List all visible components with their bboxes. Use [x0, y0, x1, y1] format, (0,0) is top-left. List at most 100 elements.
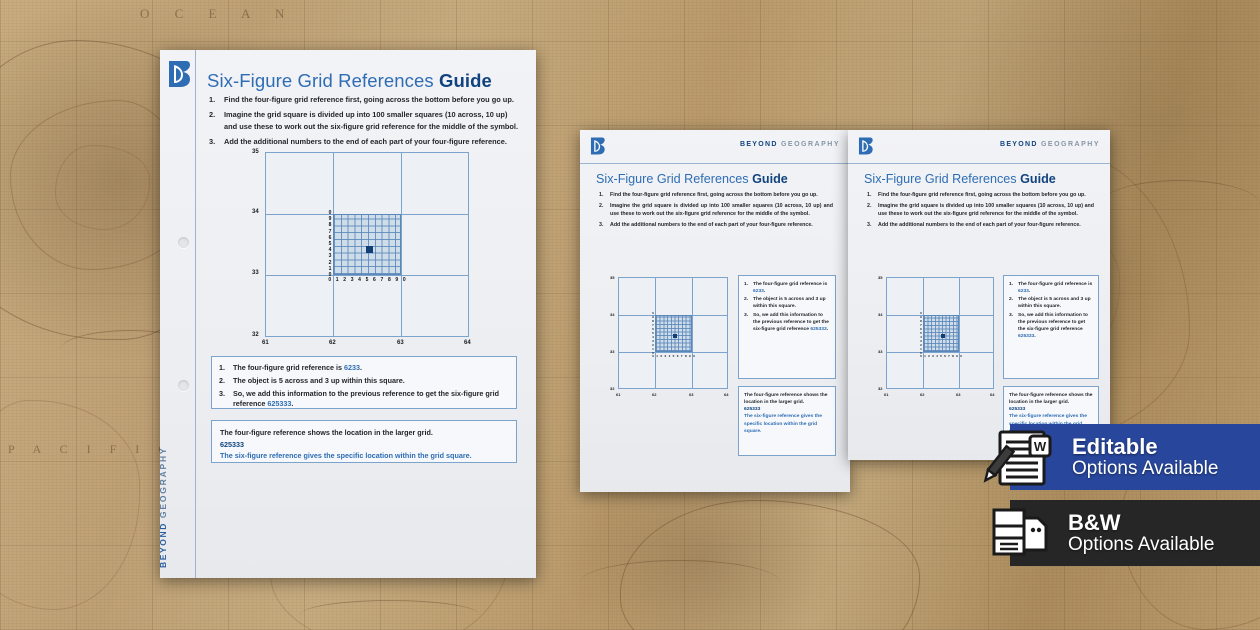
sub-tick: 7 — [380, 277, 384, 283]
summary-line-1: The four-figure reference shows the loca… — [220, 428, 433, 437]
answer-list: The four-figure grid reference is 6233. … — [743, 281, 830, 333]
editable-badge[interactable]: W Editable Options Available — [983, 424, 1260, 490]
sub-tick: 3 — [932, 354, 934, 358]
grid-reference-diagram: 0 1 2 3 4 5 6 7 8 9 0 0 1 2 3 4 5 6 — [207, 148, 517, 348]
sub-tick: 9 — [956, 354, 958, 358]
beyond-logo-icon — [857, 136, 874, 156]
worksheet-page-right-2[interactable]: BEYOND GEOGRAPHY Six-Figure Grid Referen… — [848, 130, 1110, 460]
answer-punct: . — [1028, 289, 1031, 295]
beyond-logo-svg — [590, 137, 605, 155]
page-title: Six-Figure Grid References Guide — [207, 70, 492, 92]
sub-grid-100-squares — [333, 214, 401, 275]
six-figure-ref: 625333 — [1018, 334, 1035, 340]
brand-name: BEYOND — [739, 141, 778, 148]
answer-text: The object is 5 across and 3 up within t… — [753, 297, 826, 310]
sub-tick: 9 — [652, 315, 654, 319]
x-axis-tick: 64 — [464, 340, 471, 346]
sub-tick: 8 — [652, 319, 654, 323]
printer-icon-svg — [992, 508, 1048, 556]
grid-outer-frame: 0 1 2 3 4 5 6 7 8 9 0 0 1 2 3 4 5 6 7 — [618, 277, 728, 389]
sub-tick: 4 — [936, 354, 938, 358]
worksheet-page-large[interactable]: Six-Figure Grid References Guide Find th… — [158, 50, 536, 578]
sub-tick: 4 — [358, 277, 361, 283]
summary-box: The four-figure reference shows the loca… — [738, 386, 836, 456]
map-label-ocean: O C E A N — [140, 6, 296, 21]
instruction-item: Add the additional numbers to the end of… — [209, 136, 507, 148]
sub-grid-x-ticks: 0 1 2 3 4 5 6 7 8 9 0 — [326, 276, 408, 284]
sub-tick: 0 — [920, 354, 922, 358]
sub-tick: 5 — [652, 331, 654, 335]
instruction-item: Imagine the grid square is divided up in… — [599, 202, 833, 217]
map-label-pacific: P A C I F I C — [8, 442, 175, 456]
page-title-regular: Six-Figure Grid References — [596, 172, 753, 186]
summary-six-figure-ref: 625333 — [220, 439, 244, 449]
sub-tick: 8 — [920, 319, 922, 323]
worksheet-page-right-1[interactable]: BEYOND GEOGRAPHY Six-Figure Grid Referen… — [580, 130, 850, 492]
sub-tick: 5 — [920, 331, 922, 335]
sub-tick: 2 — [652, 343, 654, 347]
beyond-logo-icon — [589, 136, 606, 156]
instruction-list: Find the four-figure grid reference firs… — [866, 192, 1094, 233]
sub-tick: 2 — [343, 277, 347, 283]
y-axis-tick: 33 — [610, 349, 615, 354]
map-river — [1100, 180, 1260, 230]
hole-punch-icon — [178, 380, 189, 391]
sub-tick: 6 — [944, 354, 946, 358]
page-title-bold: Guide — [1020, 172, 1056, 186]
sub-tick: 4 — [668, 354, 671, 358]
sub-grid-x-ticks: 0 1 2 3 4 5 6 7 8 9 0 — [651, 353, 696, 359]
map-river — [300, 600, 480, 630]
summary-six-figure-ref: 625333 — [1009, 407, 1026, 413]
page-title-regular: Six-Figure Grid References — [207, 70, 439, 91]
answer-item: The four-figure grid reference is 6233. — [743, 281, 830, 295]
four-figure-ref: 6233 — [753, 289, 764, 295]
six-figure-ref: 625333 — [810, 326, 827, 332]
answer-text: So, we add this information to the previ… — [233, 388, 499, 409]
instruction-item: Find the four-figure grid reference firs… — [867, 192, 1086, 200]
answer-punct: . — [763, 289, 766, 295]
sub-tick: 1 — [656, 354, 658, 358]
answer-punct: . — [291, 399, 294, 409]
sub-tick: 5 — [365, 277, 369, 283]
sub-tick: 9 — [395, 277, 399, 283]
page-title: Six-Figure Grid References Guide — [864, 172, 1056, 186]
sub-tick: 7 — [680, 354, 683, 358]
summary-line-1: The four-figure reference shows the loca… — [1009, 393, 1093, 406]
beyond-logo-icon — [166, 59, 192, 89]
sub-tick: 8 — [952, 354, 954, 358]
instruction-item: Find the four-figure grid reference firs… — [209, 94, 514, 106]
map-river — [60, 330, 200, 370]
beyond-logo-svg — [858, 137, 873, 155]
summary-line-3: The six-figure reference gives the speci… — [744, 414, 823, 434]
header-brand: BEYOND GEOGRAPHY — [740, 141, 840, 148]
sub-tick: 8 — [387, 277, 391, 283]
answer-text: The object is 5 across and 3 up within t… — [233, 375, 405, 385]
sub-grid-y-ticks: 0 1 2 3 4 5 6 7 8 9 0 — [918, 311, 924, 355]
sub-tick: 0 — [328, 271, 332, 278]
page-header: BEYOND GEOGRAPHY — [580, 130, 850, 164]
printer-icon — [988, 506, 1062, 560]
grid-line-vertical — [692, 278, 693, 388]
sub-tick: 6 — [652, 327, 654, 331]
sub-tick: 3 — [328, 253, 332, 260]
four-figure-ref: 6233 — [1018, 289, 1029, 295]
answer-list: The four-figure grid reference is 6233. … — [218, 363, 508, 410]
sub-tick: 0 — [652, 351, 654, 355]
y-axis-tick: 35 — [252, 149, 259, 155]
answer-text: So, we add this information to the previ… — [1018, 312, 1088, 332]
page-margin-rule — [195, 50, 196, 578]
answer-item: The object is 5 across and 3 up within t… — [743, 296, 830, 310]
document-pencil-word-icon: W — [980, 428, 1064, 486]
answer-item: So, we add this information to the previ… — [743, 312, 830, 333]
answer-text: The four-figure grid reference is — [233, 363, 345, 372]
sub-tick: 1 — [652, 347, 654, 351]
sub-tick: 7 — [652, 323, 654, 327]
sub-tick: 7 — [920, 323, 922, 327]
sidebar-brand: BEYOND GEOGRAPHY — [158, 447, 168, 568]
grid-line-horizontal — [619, 352, 727, 353]
answer-text: So, we add this information to the previ… — [753, 312, 829, 332]
x-axis-tick: 62 — [920, 392, 925, 397]
bw-badge[interactable]: B&W Options Available — [992, 500, 1260, 566]
y-axis-tick: 33 — [252, 270, 259, 276]
sub-tick: 1 — [920, 347, 922, 351]
